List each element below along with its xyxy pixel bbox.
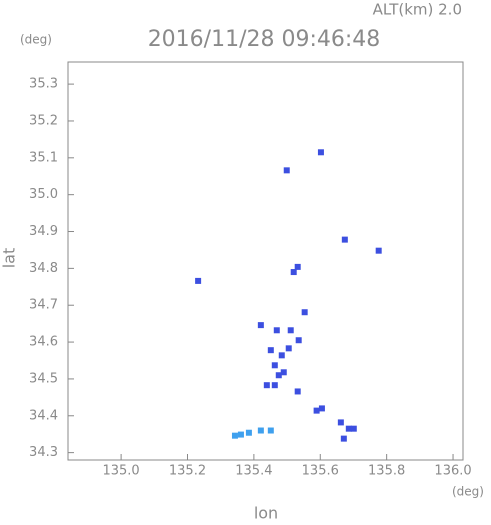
radar-echo	[267, 427, 274, 434]
radar-echo	[278, 352, 285, 359]
radar-echo	[245, 429, 252, 436]
radar-echo	[317, 149, 324, 156]
radar-echo	[231, 432, 238, 439]
radar-echo	[341, 236, 348, 243]
radar-echo	[295, 337, 302, 344]
radar-echo	[195, 277, 202, 284]
y-tick-label: 35.0	[29, 187, 58, 202]
radar-echo	[283, 167, 290, 174]
radar-echo	[294, 263, 301, 270]
radar-echo	[257, 427, 264, 434]
radar-echo	[273, 327, 280, 334]
radar-echo	[340, 435, 347, 442]
x-tick-label: 135.8	[368, 464, 405, 479]
radar-echo	[263, 382, 270, 389]
radar-echo	[287, 327, 294, 334]
x-tick-label: 135.0	[102, 464, 139, 479]
x-tick-label: 135.2	[169, 464, 206, 479]
plot-frame	[67, 61, 464, 461]
radar-echo	[271, 362, 278, 369]
radar-echo	[285, 345, 292, 352]
radar-echo	[280, 369, 287, 376]
y-tick-label: 34.7	[29, 298, 58, 313]
y-tick-label: 34.8	[29, 261, 58, 276]
radar-echo	[318, 405, 325, 412]
y-tick-label: 34.9	[29, 224, 58, 239]
chart-title: 2016/11/28 09:46:48	[148, 27, 381, 52]
radar-echo	[275, 372, 282, 379]
radar-echo	[313, 407, 320, 414]
y-tick-label: 34.5	[29, 371, 58, 386]
y-tick-label: 34.4	[29, 408, 58, 423]
x-tick-label: 135.4	[235, 464, 272, 479]
radar-echo	[267, 347, 274, 354]
chart-subtitle: ALT(km) 2.0	[373, 1, 462, 19]
radar-echo	[271, 382, 278, 389]
y-axis-label: lat	[0, 248, 19, 269]
x-axis-label: lon	[254, 504, 278, 522]
radar-echo	[345, 425, 352, 432]
x-tick-label: 136.0	[434, 464, 471, 479]
y-tick-label: 35.1	[29, 150, 58, 165]
y-tick-label: 34.3	[29, 445, 58, 460]
y-unit: (deg)	[20, 33, 52, 47]
y-tick-label: 34.6	[29, 335, 58, 350]
y-tick-label: 35.3	[29, 77, 58, 92]
radar-echo	[301, 309, 308, 316]
y-tick-label: 35.2	[29, 113, 58, 128]
radar-echo	[294, 388, 301, 395]
x-tick-label: 135.6	[302, 464, 339, 479]
radar-echo	[237, 431, 244, 438]
radar-echo	[257, 322, 264, 329]
radar-echo	[375, 247, 382, 254]
radar-echo	[350, 425, 357, 432]
x-unit: (deg)	[452, 485, 484, 499]
radar-echo	[290, 269, 297, 276]
radar-echo	[337, 419, 344, 426]
